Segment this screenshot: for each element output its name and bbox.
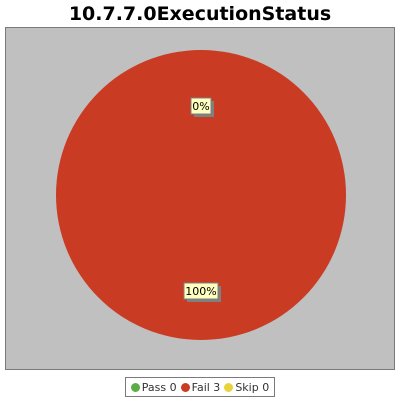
pie-slice-fail [56, 50, 346, 340]
slice-label-box [183, 282, 219, 300]
legend-dot-skip [224, 382, 234, 392]
slice-label-text: 100% [185, 285, 216, 298]
pie-chart: 0% 100% [56, 50, 346, 340]
legend-item-skip: Skip 0 [224, 381, 269, 394]
slice-label-text: 0% [192, 100, 209, 113]
legend-label-pass: Pass 0 [141, 380, 177, 394]
legend-item-pass: Pass 0 [130, 380, 177, 394]
slice-label-0: 0% [190, 97, 214, 117]
legend-label-fail: Fail 3 [191, 380, 221, 394]
slice-label-box [190, 97, 212, 115]
legend-item-fail: Fail 3 [180, 380, 221, 394]
legend-label-skip: Skip 0 [235, 380, 270, 394]
slice-label-1: 100% [183, 282, 221, 302]
chart-title: 10.7.7.0ExecutionStatus [68, 3, 332, 25]
legend-dot-pass [130, 382, 140, 392]
plot-area: 0% 100% [5, 27, 395, 370]
legend-dot-fail [180, 382, 190, 392]
legend: Pass 0 Fail 3 Skip 0 [125, 377, 275, 397]
